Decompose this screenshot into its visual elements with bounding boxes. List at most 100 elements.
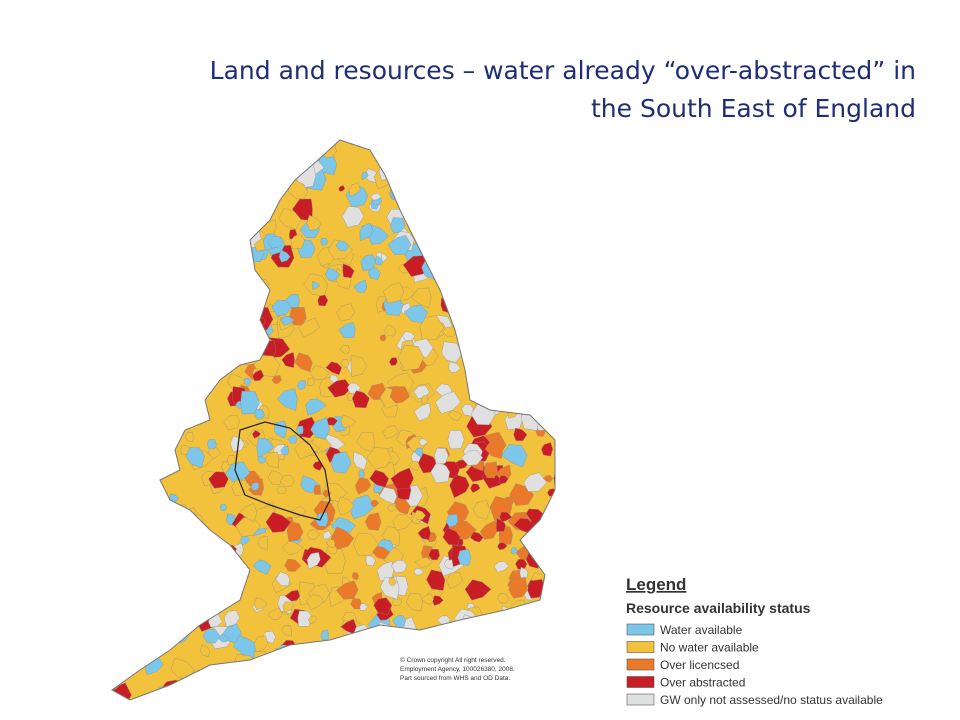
map-region xyxy=(449,474,470,499)
map-region xyxy=(402,331,416,341)
map-region xyxy=(436,252,446,264)
map-region xyxy=(435,174,454,197)
map-region xyxy=(152,172,174,197)
map-region xyxy=(169,690,184,700)
map-region xyxy=(392,615,406,627)
map-region xyxy=(178,532,197,548)
map-region xyxy=(112,417,121,435)
map-region xyxy=(308,615,318,624)
map-region xyxy=(123,461,134,474)
map-region xyxy=(294,140,318,157)
map-region xyxy=(470,483,481,493)
map-region xyxy=(137,410,150,421)
map-region xyxy=(467,688,486,700)
map-region xyxy=(135,461,143,471)
map-region xyxy=(435,185,448,204)
map-region xyxy=(520,234,543,253)
map-region xyxy=(154,212,177,229)
map-region xyxy=(215,671,232,691)
map-region xyxy=(320,237,329,246)
map-region xyxy=(358,470,365,479)
copyright-line: Part sourced from WHS and OD Data. xyxy=(400,675,510,682)
map-region xyxy=(279,140,291,150)
map-region xyxy=(221,554,233,565)
map-region xyxy=(278,208,302,230)
map-region xyxy=(160,499,175,519)
map-region xyxy=(297,610,314,627)
map-region xyxy=(417,642,430,658)
map-region xyxy=(513,427,528,441)
map-region xyxy=(150,598,162,608)
map-region xyxy=(528,189,546,211)
map-region xyxy=(280,445,289,455)
map-region xyxy=(201,282,218,302)
map-region xyxy=(499,475,509,485)
map-region xyxy=(169,302,184,317)
map-region xyxy=(216,268,236,290)
map-region xyxy=(327,379,352,398)
map-region xyxy=(249,341,263,352)
map-region xyxy=(545,279,555,294)
map-region xyxy=(483,461,498,479)
map-region xyxy=(436,630,445,640)
map-region xyxy=(112,225,132,245)
map-region xyxy=(159,515,168,524)
map-region xyxy=(115,372,129,388)
legend-swatch xyxy=(626,676,655,688)
map-region xyxy=(542,475,553,483)
map-region xyxy=(356,691,368,700)
map-region xyxy=(204,255,229,277)
map-region xyxy=(484,439,504,459)
map-region xyxy=(457,549,472,567)
map-region xyxy=(204,279,227,301)
map-region xyxy=(129,245,146,263)
map-region xyxy=(330,684,346,700)
map-region xyxy=(148,435,170,458)
map-region xyxy=(141,491,154,505)
copyright-line: Employment Agency, 100026380, 2008. xyxy=(400,666,515,673)
map-region xyxy=(256,437,275,458)
map-region xyxy=(447,430,465,450)
map-region xyxy=(442,178,456,192)
map-region xyxy=(206,233,230,255)
map-region xyxy=(469,531,484,543)
map-region xyxy=(130,485,149,500)
map-region xyxy=(142,539,155,553)
map-region xyxy=(171,548,195,566)
map-region xyxy=(227,455,236,466)
map-region xyxy=(220,145,242,169)
map-region xyxy=(125,557,144,571)
map-region xyxy=(330,451,352,474)
map-region xyxy=(453,140,471,146)
map-region xyxy=(231,659,249,677)
map-region xyxy=(112,481,121,499)
map-region xyxy=(152,173,174,193)
map-region xyxy=(317,659,344,680)
map-region xyxy=(379,334,387,342)
map-region xyxy=(208,471,229,489)
map-region xyxy=(188,548,203,559)
slide-title: Land and resources – water already “over… xyxy=(116,52,916,128)
map-region xyxy=(112,613,128,629)
map-region xyxy=(213,694,242,700)
map-region xyxy=(359,223,374,242)
map-region xyxy=(378,161,397,181)
map-region xyxy=(512,275,524,285)
map-region xyxy=(443,189,458,204)
map-region xyxy=(317,294,328,307)
map-region xyxy=(547,616,555,633)
map-region xyxy=(112,388,126,405)
map-region xyxy=(224,264,241,277)
map-region xyxy=(193,314,215,340)
map-region xyxy=(112,436,129,463)
map-region xyxy=(450,185,462,200)
map-region xyxy=(497,370,504,379)
map-region xyxy=(413,509,426,520)
map-region xyxy=(381,629,390,639)
map-region xyxy=(305,644,323,658)
map-region xyxy=(499,212,511,227)
map-region xyxy=(427,174,447,190)
map-region xyxy=(338,185,346,192)
